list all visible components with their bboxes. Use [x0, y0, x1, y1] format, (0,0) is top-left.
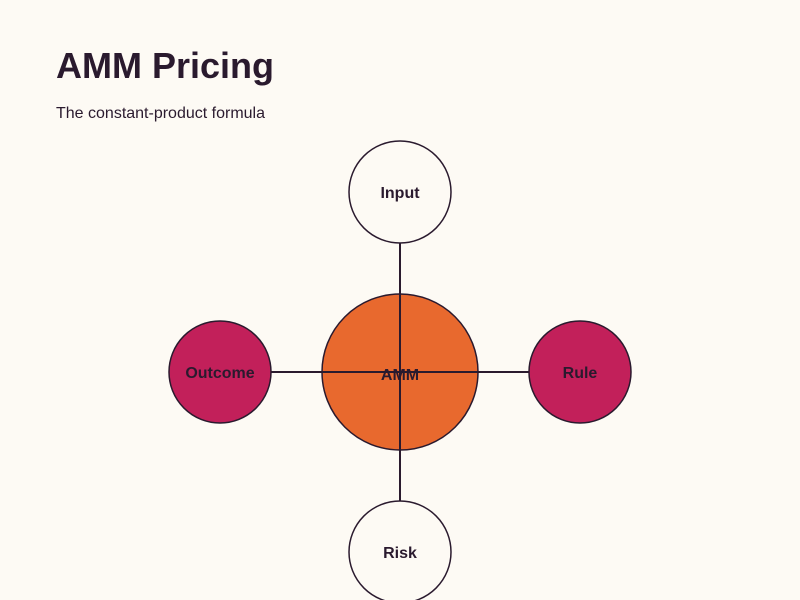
node-label: AMM	[381, 367, 419, 384]
subtitle: The constant-product formula	[56, 105, 265, 122]
title: AMM Pricing	[56, 45, 274, 86]
node-label: Rule	[563, 365, 598, 382]
node-label: Outcome	[185, 365, 254, 382]
node-label: Risk	[383, 545, 417, 562]
node-label: Input	[380, 185, 420, 202]
